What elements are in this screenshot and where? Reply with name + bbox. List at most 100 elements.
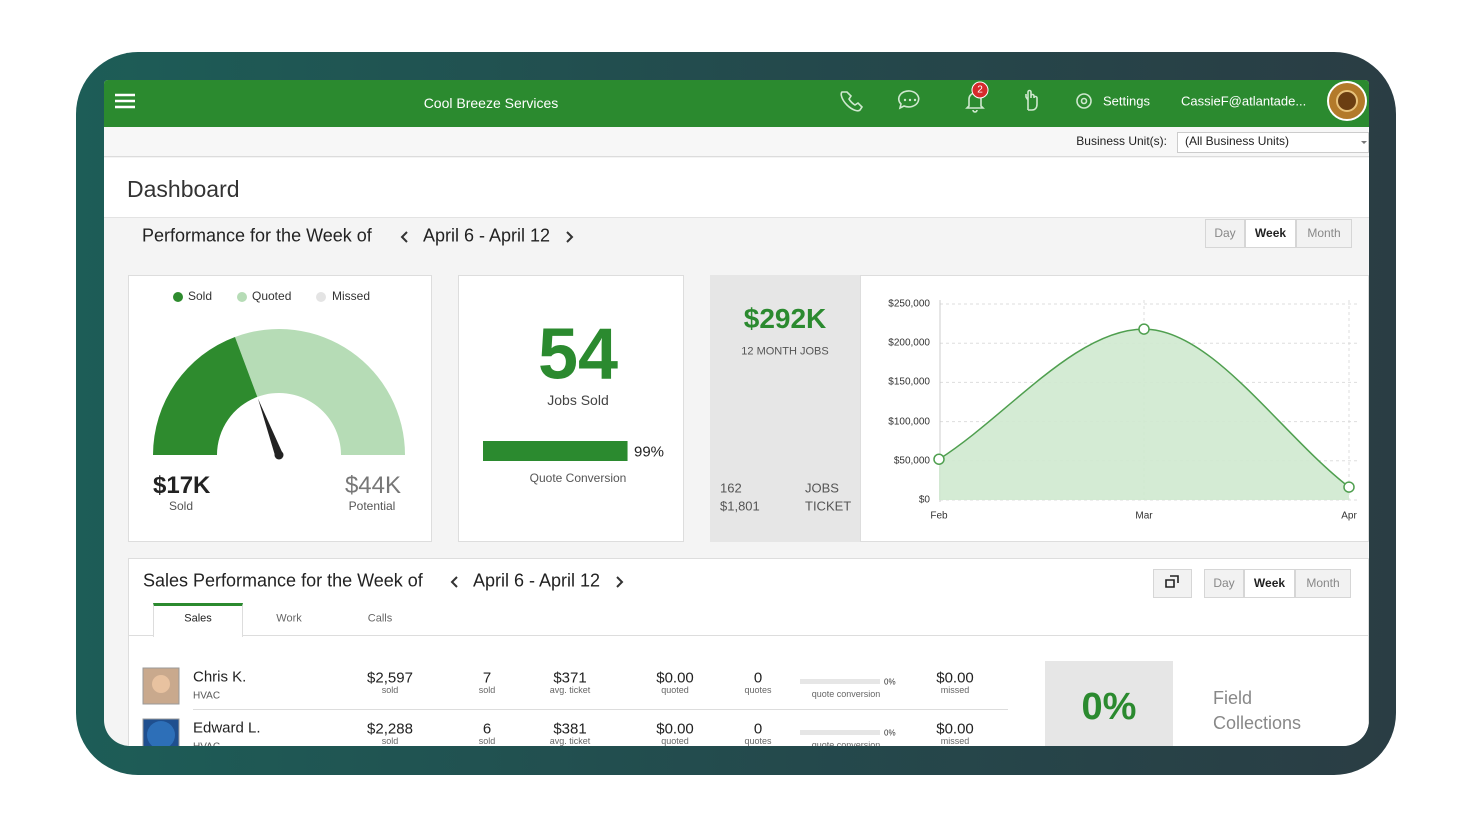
period-label: Day	[1213, 576, 1235, 591]
metric-caption: sold	[381, 735, 399, 746]
prev-arrow	[400, 231, 408, 243]
metric-caption: missed	[940, 735, 970, 746]
gear-icon	[1076, 93, 1092, 109]
conversion-label: 0%	[884, 728, 896, 738]
person-unit: HVAC	[193, 741, 220, 746]
tab-active[interactable]	[153, 603, 243, 637]
potential-amount: $44K	[344, 472, 401, 500]
jobs-card	[458, 275, 684, 542]
field-collections-box	[1045, 661, 1173, 746]
section-heading: Sales Performance for the Week of	[143, 570, 423, 591]
y-tick-label: $200,000	[888, 337, 930, 349]
next-arrow	[566, 231, 574, 243]
chat-icon	[897, 90, 920, 110]
menu-icon	[115, 93, 135, 109]
conversion-label: 99%	[634, 443, 665, 461]
person-name: Edward L.	[193, 719, 261, 737]
x-tick-label: Feb	[930, 510, 948, 522]
metric-caption: quotes	[744, 735, 772, 746]
next-arrow	[616, 576, 624, 588]
conversion-label: 0%	[884, 677, 896, 687]
chat-dot	[903, 98, 907, 102]
select-caret	[1361, 141, 1367, 144]
metric-value: 0	[753, 720, 763, 738]
metric-value: $0.00	[936, 720, 974, 738]
tab-label[interactable]: Work	[276, 612, 302, 625]
period-button[interactable]	[1295, 569, 1351, 598]
business-unit-label: Business Unit(s):	[1076, 134, 1167, 149]
section-heading: Performance for the Week of	[142, 225, 372, 246]
data-point	[1138, 323, 1150, 335]
gauge-sold	[153, 336, 258, 455]
legend-label: Sold	[188, 289, 213, 304]
gauge-quoted	[234, 329, 405, 455]
metric-value: $0.00	[936, 669, 974, 687]
person-name: Chris K.	[193, 668, 247, 686]
person-avatar-face	[152, 675, 170, 693]
jobs-value: 162	[720, 480, 742, 496]
y-tick-label: $50,000	[893, 455, 930, 467]
revenue-total: $292K	[743, 302, 827, 334]
metric-value: 7	[482, 669, 492, 687]
legend-dot	[173, 292, 183, 302]
user-menu[interactable]: CassieF@atlantade...	[1181, 93, 1307, 109]
hand-icon	[1025, 89, 1038, 111]
chat-dot	[908, 98, 912, 102]
metric-value: $0.00	[656, 669, 694, 687]
x-tick-label: Apr	[1341, 510, 1357, 522]
period-label: Month	[1307, 226, 1341, 241]
period-button[interactable]	[1244, 569, 1295, 598]
period-button[interactable]	[1296, 219, 1352, 248]
sold-amount: $17K	[153, 472, 211, 500]
period-button[interactable]	[1205, 219, 1245, 248]
revenue-caption: 12 MONTH JOBS	[741, 345, 829, 358]
field-collections-label: Field Collections	[1213, 688, 1302, 733]
metric-value: $371	[553, 669, 587, 687]
ticket-label: TICKET	[805, 498, 852, 514]
popout-button[interactable]	[1153, 569, 1192, 598]
conversion-bar	[483, 441, 628, 461]
chat-dot	[913, 98, 917, 102]
field-collections-value: 0%	[1081, 686, 1137, 729]
y-tick-label: $150,000	[888, 376, 930, 388]
gauge-needle-hub	[274, 450, 284, 460]
conversion-caption: Quote Conversion	[529, 471, 627, 486]
app-title: Cool Breeze Services	[423, 94, 559, 111]
data-point	[933, 453, 945, 465]
date-range: April 6 - April 12	[423, 225, 551, 246]
settings-link[interactable]: Settings	[1103, 93, 1150, 109]
popout-icon	[1165, 575, 1179, 588]
metric-caption: avg. ticket	[549, 735, 591, 746]
jobs-caption: Jobs Sold	[547, 391, 609, 408]
period-button[interactable]	[1245, 219, 1296, 248]
metric-value: $2,597	[367, 669, 413, 687]
person-avatar-face	[147, 721, 175, 746]
graphics	[115, 81, 1367, 746]
tab-label[interactable]: Sales	[184, 612, 212, 625]
ticket-value: $1,801	[720, 498, 760, 514]
prev-arrow	[450, 576, 458, 588]
person-unit: HVAC	[193, 690, 221, 702]
legend-dot	[316, 292, 326, 302]
business-unit-value: (All Business Units)	[1185, 134, 1290, 149]
period-button[interactable]	[1204, 569, 1244, 598]
metric-caption: quoted	[661, 735, 689, 746]
jobs-label: JOBS	[805, 480, 839, 496]
period-label: Week	[1254, 226, 1287, 241]
business-unit-select[interactable]	[1177, 132, 1369, 153]
tabs-line	[128, 635, 1369, 636]
phone-icon	[840, 91, 864, 112]
y-tick-label: $0	[918, 494, 930, 506]
data-point	[1343, 481, 1355, 493]
page-title: Dashboard	[127, 175, 240, 202]
x-tick-label: Mar	[1135, 510, 1153, 522]
conversion-caption: quote conversion	[811, 688, 881, 699]
period-label: Month	[1306, 576, 1340, 591]
tab-label[interactable]: Calls	[367, 612, 393, 625]
jobs-count: 54	[537, 314, 619, 395]
metric-value: 0	[753, 669, 763, 687]
row-divider	[193, 709, 1008, 710]
business-unit-bar	[104, 127, 1369, 157]
screen: Cool Breeze Services 2 Settings CassieF@atl…	[104, 80, 1369, 746]
